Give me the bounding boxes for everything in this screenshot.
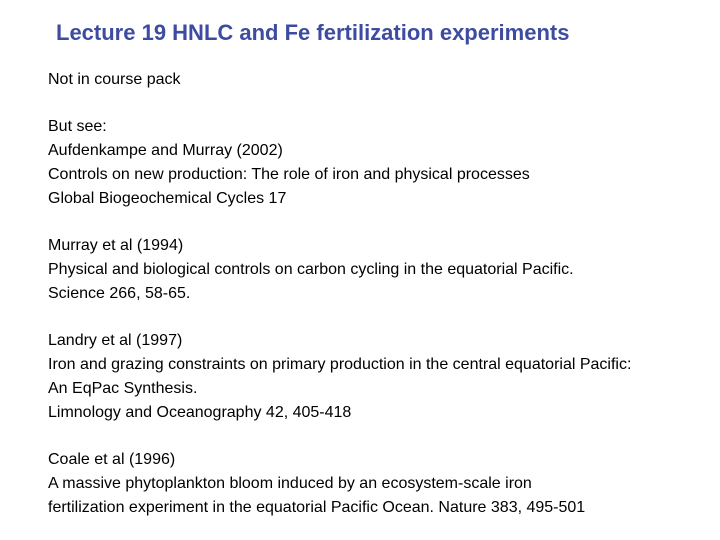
body-line: Global Biogeochemical Cycles 17 [48, 187, 672, 211]
body-line: Physical and biological controls on carb… [48, 258, 672, 282]
body-line: A massive phytoplankton bloom induced by… [48, 472, 672, 496]
body-line: Not in course pack [48, 68, 672, 92]
slide-body: Not in course pack But see:Aufdenkampe an… [48, 68, 672, 520]
body-line: Iron and grazing constraints on primary … [48, 353, 672, 377]
body-line: Coale et al (1996) [48, 448, 672, 472]
body-line: Limnology and Oceanography 42, 405-418 [48, 401, 672, 425]
paragraph-gap [48, 211, 672, 234]
body-line: Aufdenkampe and Murray (2002) [48, 139, 672, 163]
paragraph-gap [48, 425, 672, 448]
body-line: Murray et al (1994) [48, 234, 672, 258]
body-line: Controls on new production: The role of … [48, 163, 672, 187]
slide: Lecture 19 HNLC and Fe fertilization exp… [0, 0, 720, 540]
body-line: Landry et al (1997) [48, 329, 672, 353]
paragraph-gap [48, 92, 672, 115]
body-line: But see: [48, 115, 672, 139]
body-line: An EqPac Synthesis. [48, 377, 672, 401]
slide-title: Lecture 19 HNLC and Fe fertilization exp… [56, 20, 672, 46]
body-line: Science 266, 58-65. [48, 282, 672, 306]
body-line: fertilization experiment in the equatori… [48, 496, 672, 520]
paragraph-gap [48, 306, 672, 329]
